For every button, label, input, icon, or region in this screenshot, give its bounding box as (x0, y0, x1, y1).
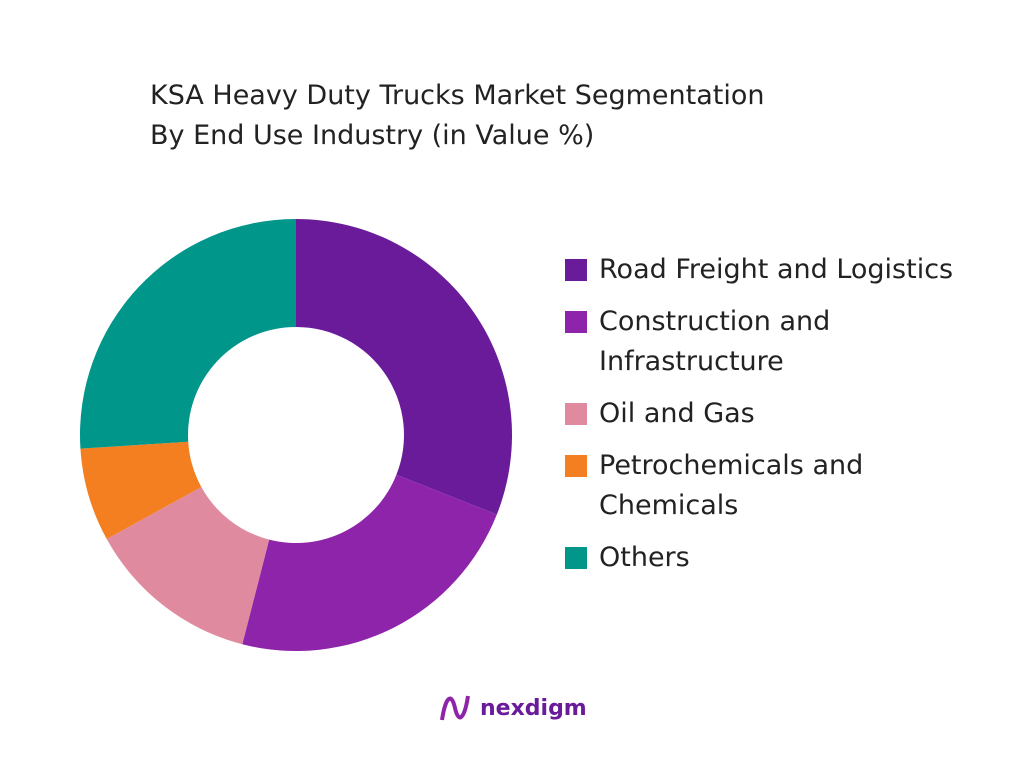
donut-segment (296, 219, 512, 515)
legend-item: Construction and Infrastructure (565, 302, 1010, 382)
donut-segment (80, 441, 202, 540)
logo-text: nexdigm (480, 695, 587, 721)
donut-segment (242, 474, 497, 651)
logo: nexdigm (438, 690, 587, 726)
legend-swatch (565, 311, 587, 333)
legend-label: Oil and Gas (599, 398, 755, 429)
legend-label: Others (599, 542, 690, 573)
legend-swatch (565, 455, 587, 477)
legend-item: Others (565, 538, 1010, 578)
legend: Road Freight and Logistics Construction a… (565, 250, 1010, 590)
donut-segment (106, 487, 270, 645)
legend-item: Petrochemicals and Chemicals (565, 446, 1010, 526)
legend-swatch (565, 403, 587, 425)
legend-label: Construction and Infrastructure (599, 306, 831, 377)
chart-title: KSA Heavy Duty Trucks Market Segmentatio… (150, 80, 765, 111)
legend-swatch (565, 259, 587, 281)
legend-label: Petrochemicals and Chemicals (599, 450, 864, 521)
legend-item: Road Freight and Logistics (565, 250, 1010, 290)
legend-item: Oil and Gas (565, 394, 1010, 434)
legend-swatch (565, 547, 587, 569)
logo-icon (440, 695, 470, 721)
chart-subtitle: By End Use Industry (in Value %) (150, 120, 595, 151)
legend-label: Road Freight and Logistics (599, 254, 954, 285)
title-block: KSA Heavy Duty Trucks Market Segmentatio… (150, 76, 764, 156)
donut-segment (79, 219, 296, 449)
chart (79, 219, 512, 651)
